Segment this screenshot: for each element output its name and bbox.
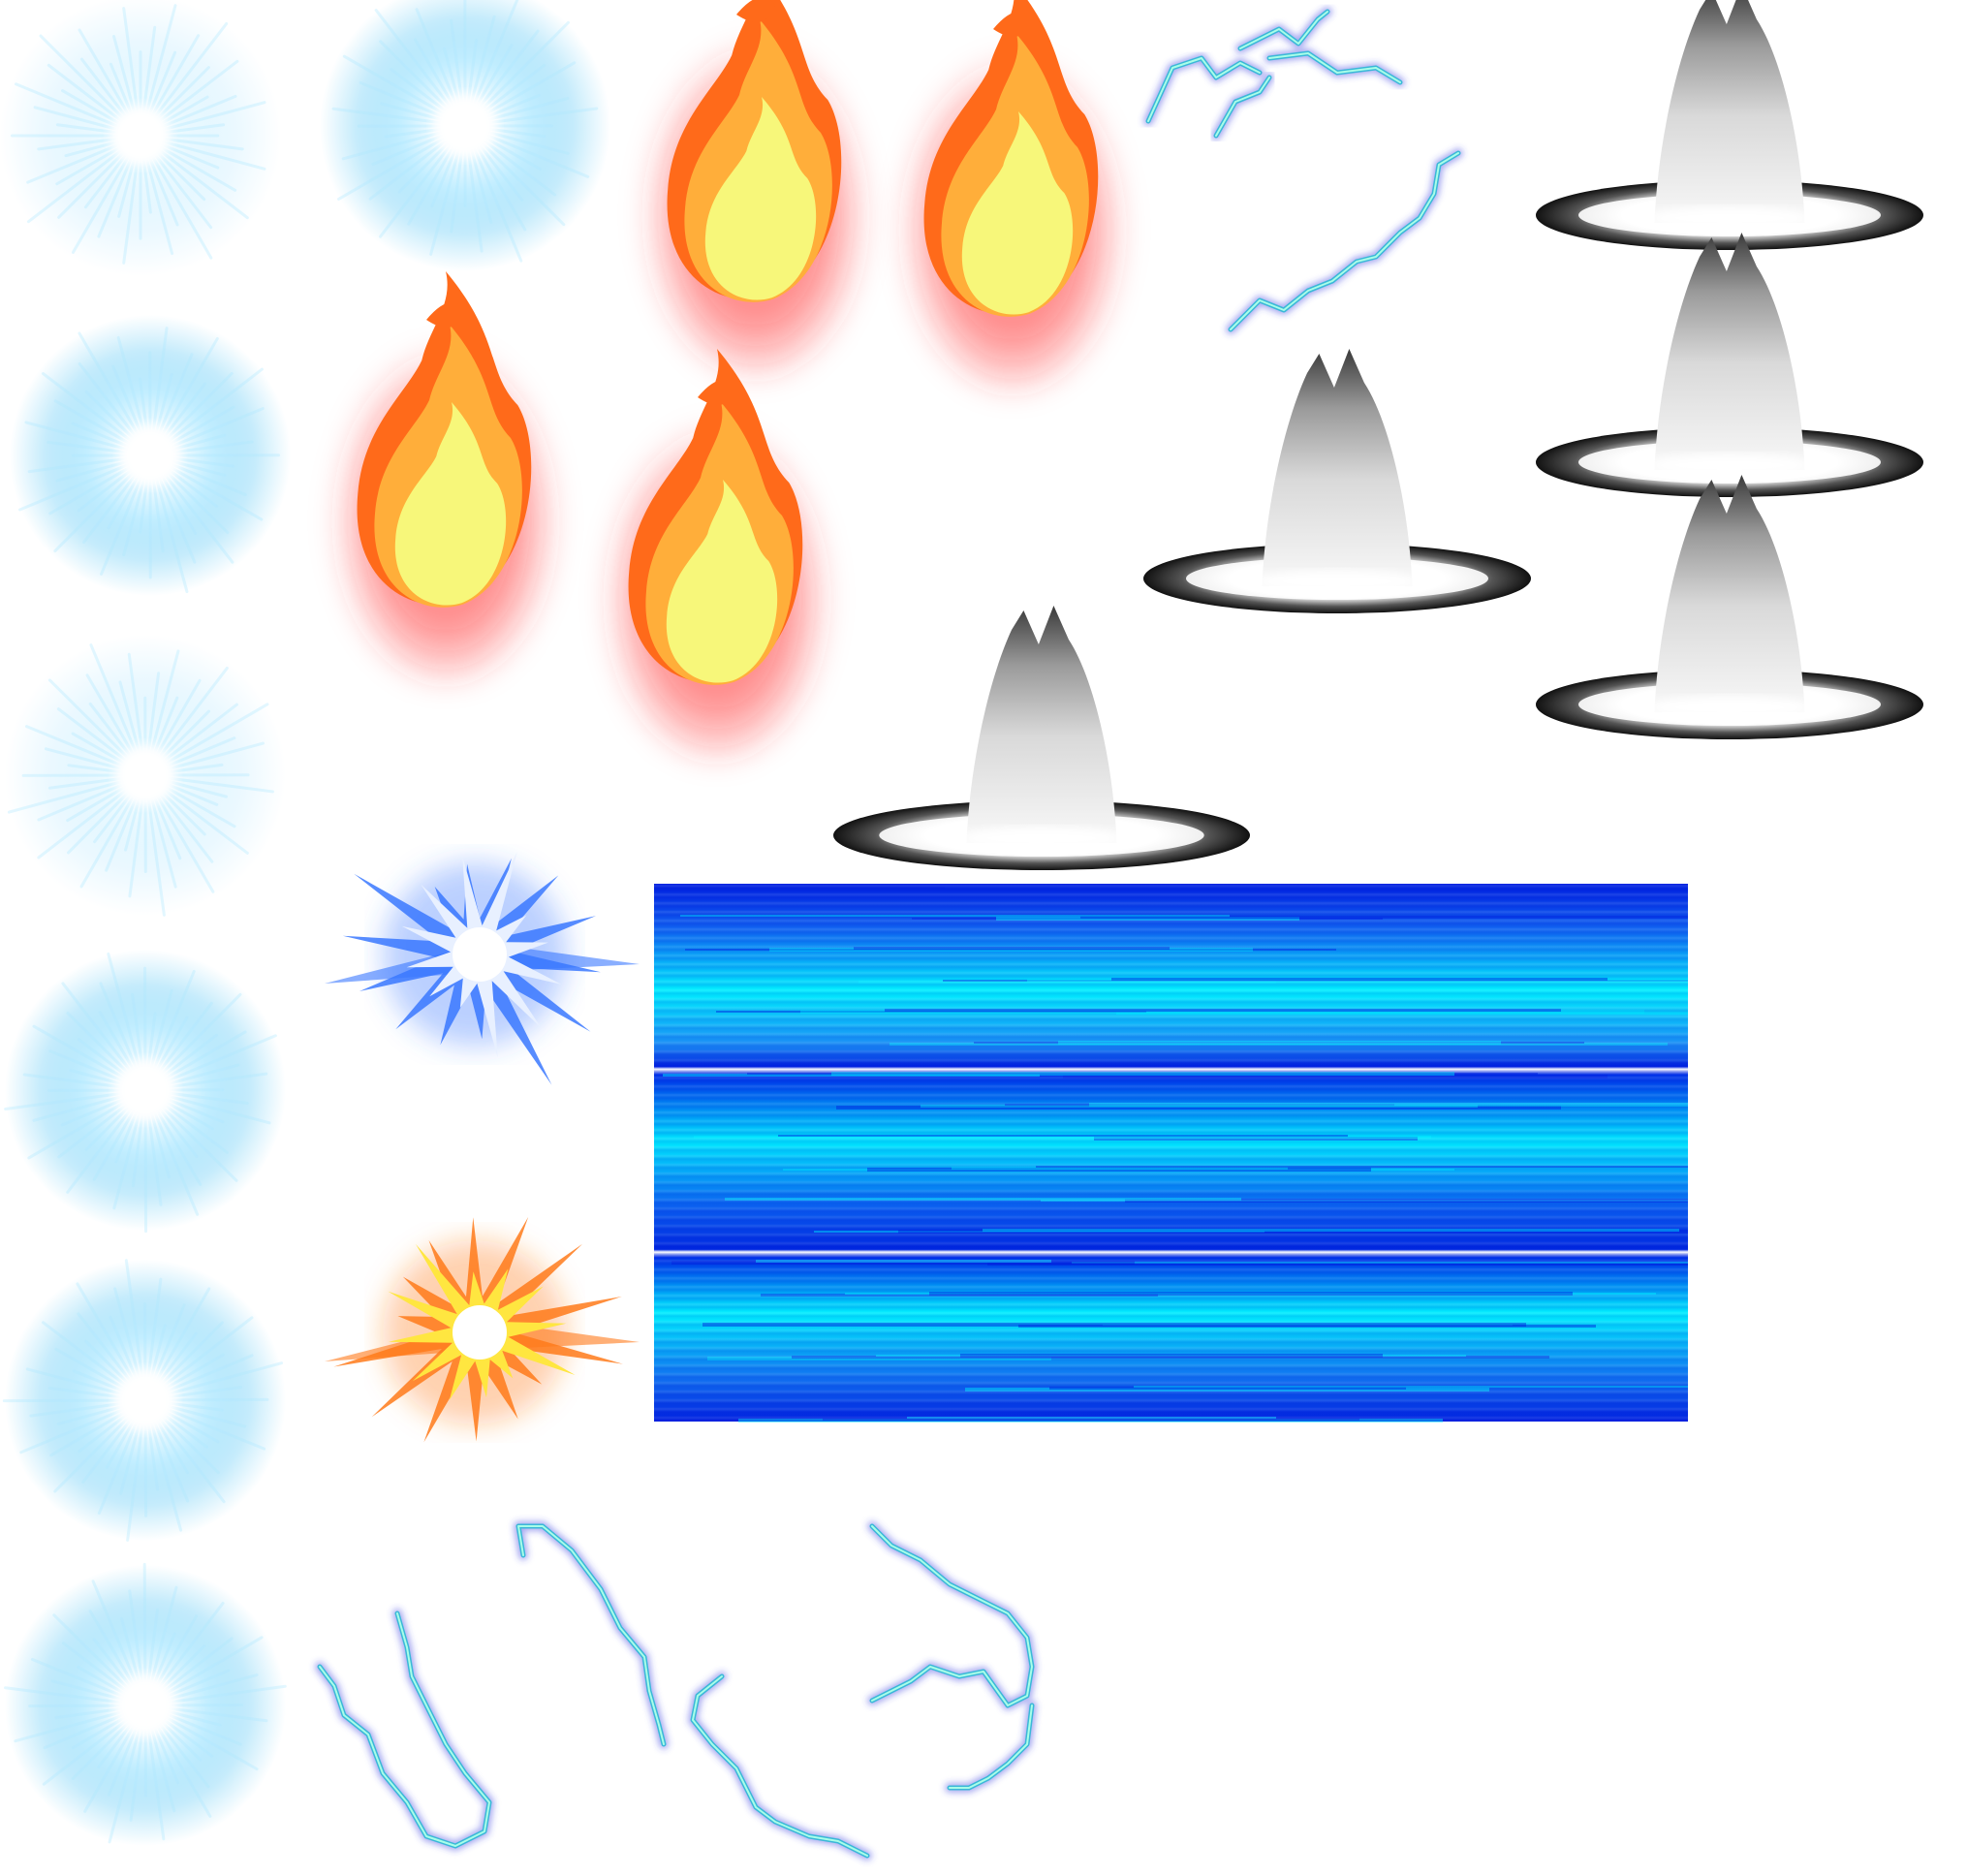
smoke-geyser-icon [1536,0,1923,250]
smoke-geyser-icon [1536,233,1923,497]
lightning-icon [1216,78,1269,136]
smoke-geyser-icon [1143,349,1531,613]
glow-orb-icon [10,315,291,596]
fire-icon [601,349,833,761]
glow-orb-icon [5,950,286,1232]
energy-beam-icon [654,884,1688,1423]
smoke-geyser-icon [833,606,1250,870]
lightning-icon [1148,58,1260,121]
smoke-geyser-icon [1536,475,1923,739]
glow-orb-icon [0,0,281,276]
blue-burst-icon [325,852,640,1084]
glow-orb-icon [5,1564,286,1846]
fire-icon [329,271,562,683]
glow-orb-icon [5,635,286,916]
lightning-icon [320,1613,489,1846]
glow-orb-icon [320,0,610,271]
fire-icon [640,0,872,378]
lightning-icon [693,1676,867,1856]
glow-orb-icon [4,1260,286,1541]
lightning-icon [1231,153,1458,329]
orange-burst-icon [325,1217,640,1443]
fire-icon [896,0,1129,392]
lightning-icon [872,1526,1032,1788]
lightning-icon [518,1526,664,1744]
